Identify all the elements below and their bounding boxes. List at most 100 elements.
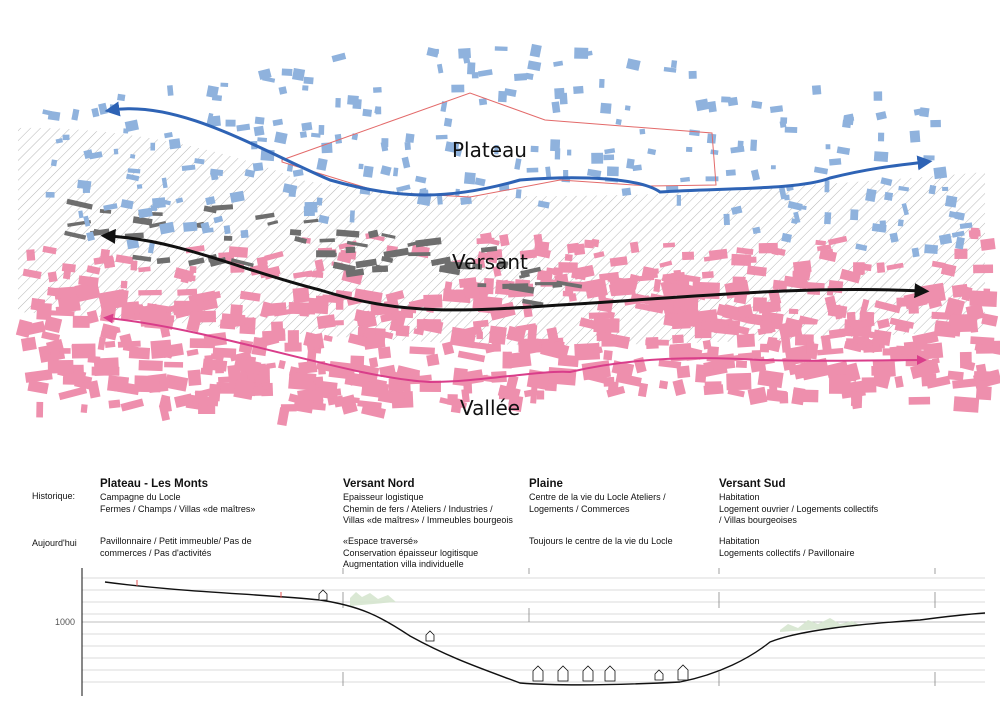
building-footprint	[43, 315, 63, 333]
building-footprint	[316, 197, 323, 206]
building-footprint	[579, 50, 593, 58]
building-footprint	[606, 385, 626, 398]
building-footprint	[970, 336, 995, 346]
building-footprint	[108, 399, 121, 409]
building-footprint	[278, 360, 286, 370]
building-footprint	[404, 141, 411, 151]
building-footprint	[86, 231, 95, 242]
building-footprint	[554, 148, 561, 160]
building-footprint	[898, 185, 910, 192]
building-footprint	[670, 60, 678, 69]
building-footprint	[736, 333, 756, 348]
building-footprint	[928, 184, 937, 195]
building-footprint	[593, 317, 620, 333]
building-footprint	[419, 380, 441, 392]
building-footprint	[20, 336, 37, 352]
building-footprint	[278, 86, 288, 95]
building-footprint	[850, 209, 859, 221]
building-footprint	[132, 216, 153, 226]
building-footprint	[968, 229, 981, 238]
building-footprint	[853, 336, 865, 343]
building-footprint	[120, 398, 145, 412]
building-footprint	[938, 233, 953, 245]
building-footprint	[159, 379, 170, 386]
building-footprint	[72, 315, 90, 328]
building-footprint	[91, 107, 100, 118]
building-footprint	[647, 148, 657, 156]
building-footprint	[772, 279, 788, 291]
row-label-aujourdhui: Aujourd'hui	[32, 538, 77, 548]
building-footprint	[806, 341, 815, 355]
building-footprint	[225, 119, 236, 127]
building-footprint	[62, 269, 72, 280]
plateau-arrow	[104, 101, 933, 197]
building-footprint	[299, 131, 308, 139]
building-footprint	[138, 207, 153, 219]
building-footprint	[952, 378, 980, 389]
building-footprint	[588, 312, 609, 319]
building-footprint	[951, 230, 965, 238]
building-footprint	[458, 47, 471, 59]
building-footprint	[816, 347, 844, 356]
building-footprint	[666, 185, 679, 191]
building-footprint	[980, 238, 996, 251]
building-footprint	[689, 129, 700, 137]
building-footprint	[316, 158, 328, 171]
building-footprint	[873, 91, 883, 101]
building-footprint	[48, 310, 75, 317]
building-footprint	[474, 177, 486, 187]
building-footprint	[243, 327, 253, 334]
building-footprint	[30, 371, 48, 381]
building-footprint	[64, 230, 87, 240]
building-footprint	[829, 374, 851, 393]
building-footprint	[103, 203, 118, 211]
building-footprint	[551, 101, 561, 114]
building-footprint	[537, 200, 550, 209]
building-footprint	[272, 118, 284, 127]
building-footprint	[436, 193, 443, 205]
building-footprint	[91, 366, 120, 376]
vallee-arrow	[103, 313, 927, 384]
building-footprint	[62, 134, 70, 141]
building-footprint	[944, 297, 965, 318]
building-footprint	[218, 376, 232, 383]
building-footprint	[536, 390, 545, 400]
zone-label-vallee: Vallée	[460, 396, 521, 420]
building-footprint	[566, 242, 580, 254]
building-footprint	[599, 78, 605, 88]
building-footprint	[824, 212, 832, 225]
building-footprint	[27, 379, 49, 395]
building-footprint	[288, 371, 317, 391]
building-footprint	[527, 60, 542, 72]
building-footprint	[233, 379, 255, 401]
building-footprint	[78, 210, 84, 219]
building-footprint	[603, 376, 615, 387]
urban-map	[15, 43, 1000, 427]
building-footprint	[58, 386, 88, 401]
building-footprint	[562, 290, 574, 297]
building-footprint	[880, 177, 893, 186]
building-footprint	[702, 339, 712, 350]
building-footprint	[669, 346, 680, 358]
building-footprint	[157, 198, 171, 206]
building-footprint	[930, 119, 941, 128]
building-footprint	[415, 175, 427, 184]
building-footprint	[253, 386, 264, 396]
building-footprint	[274, 131, 288, 145]
building-footprint	[388, 377, 404, 396]
building-footprint	[859, 298, 870, 316]
building-footprint	[959, 222, 973, 230]
building-footprint	[319, 238, 335, 243]
building-footprint	[362, 165, 374, 178]
building-footprint	[287, 330, 299, 345]
building-footprint	[463, 172, 476, 185]
building-footprint	[87, 380, 101, 399]
building-footprint	[828, 304, 842, 316]
elevation-profile: 1000	[55, 568, 986, 696]
building-footprint	[117, 93, 126, 102]
building-footprint	[676, 365, 691, 379]
building-footprint	[948, 210, 960, 219]
building-footprint	[97, 336, 106, 351]
building-footprint	[381, 138, 389, 147]
column-historique: Epaisseur logistique Chemin de fers / At…	[343, 492, 513, 525]
